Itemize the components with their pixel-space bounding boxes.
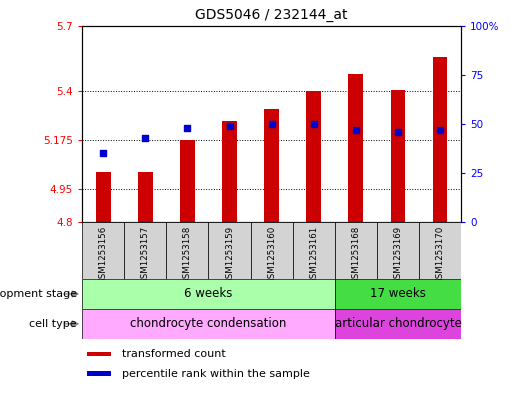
Text: percentile rank within the sample: percentile rank within the sample [122,369,310,378]
Point [141,134,149,141]
Bar [222,121,237,222]
Bar [87,371,111,376]
Bar [208,222,251,279]
Point [99,150,108,156]
Point [183,125,192,131]
Bar [166,222,208,279]
Point [394,129,402,135]
Bar [180,140,195,222]
Text: 6 weeks: 6 weeks [184,287,233,301]
Text: GSM1253161: GSM1253161 [309,226,318,284]
Bar [87,352,111,356]
Bar [293,222,335,279]
Text: GSM1253157: GSM1253157 [141,226,150,284]
Text: GSM1253156: GSM1253156 [99,226,108,284]
Bar [82,222,124,279]
Bar [138,172,153,222]
Bar [251,222,293,279]
Bar [335,222,377,279]
Text: GSM1253169: GSM1253169 [393,226,402,284]
Title: GDS5046 / 232144_at: GDS5046 / 232144_at [196,8,348,22]
Bar [432,57,447,222]
Bar [82,309,335,339]
Text: transformed count: transformed count [122,349,226,359]
Text: articular chondrocyte: articular chondrocyte [334,317,462,331]
Text: 17 weeks: 17 weeks [370,287,426,301]
Bar [335,279,461,309]
Point [351,127,360,133]
Text: chondrocyte condensation: chondrocyte condensation [130,317,287,331]
Point [436,127,444,133]
Point [267,121,276,127]
Point [225,123,234,129]
Text: GSM1253168: GSM1253168 [351,226,360,284]
Bar [96,172,111,222]
Bar [264,108,279,222]
Text: GSM1253170: GSM1253170 [436,226,445,284]
Bar [348,73,363,222]
Text: cell type: cell type [29,319,77,329]
Point [310,121,318,127]
Text: GSM1253159: GSM1253159 [225,226,234,284]
Bar [419,222,461,279]
Bar [335,309,461,339]
Bar [124,222,166,279]
Bar [306,91,321,222]
Bar [391,90,405,222]
Text: development stage: development stage [0,289,77,299]
Text: GSM1253158: GSM1253158 [183,226,192,284]
Bar [82,279,335,309]
Text: GSM1253160: GSM1253160 [267,226,276,284]
Bar [377,222,419,279]
